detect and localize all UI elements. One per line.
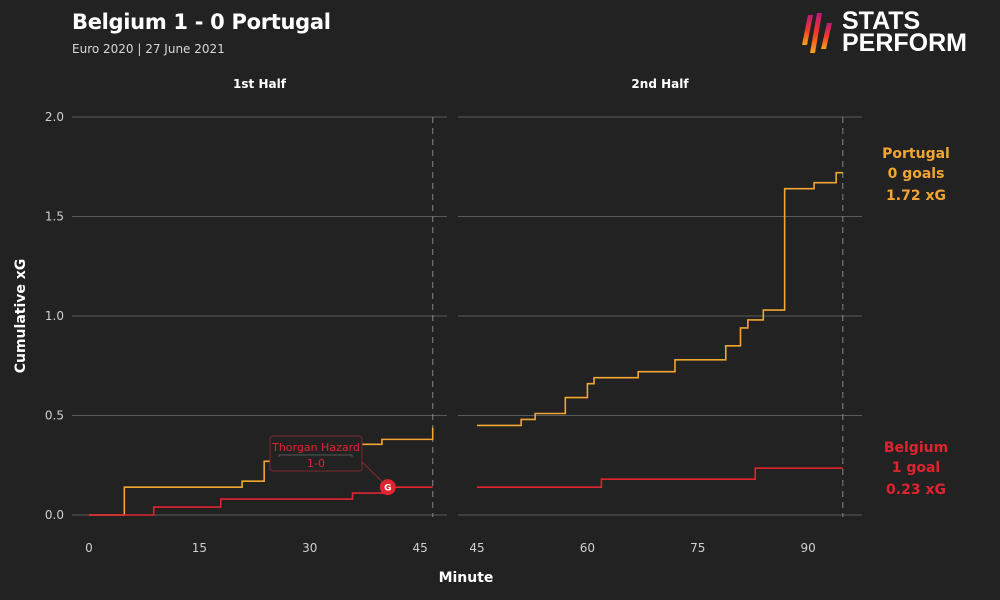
x-tick-label: 45 — [469, 541, 484, 555]
y-tick-label: 0.5 — [45, 409, 64, 423]
team-label-belgium: 1 goal — [892, 460, 941, 476]
x-tick-label: 75 — [690, 541, 705, 555]
team-label-belgium: 0.23 xG — [886, 482, 946, 498]
team-label-portugal: 0 goals — [888, 166, 945, 182]
y-tick-label: 1.0 — [45, 309, 64, 323]
x-tick-label: 90 — [801, 541, 816, 555]
facet-title: 2nd Half — [631, 77, 689, 91]
goal-scorer-label: Thorgan Hazard — [271, 441, 360, 454]
x-tick-label: 15 — [192, 541, 207, 555]
stats-perform-logo: STATS PERFORM — [800, 7, 967, 57]
team-label-belgium: Belgium — [884, 440, 948, 456]
xg-line-belgium — [477, 467, 843, 488]
goal-marker — [379, 479, 396, 496]
chart-title: Belgium 1 - 0 Portugal — [72, 10, 331, 34]
y-tick-label: 2.0 — [45, 110, 64, 124]
x-axis-label: Minute — [439, 570, 494, 586]
facet-title: 1st Half — [233, 77, 287, 91]
xg-line-portugal — [89, 427, 434, 516]
y-tick-label: 1.5 — [45, 210, 64, 224]
x-tick-label: 0 — [85, 541, 93, 555]
xg-line-portugal — [477, 171, 843, 427]
x-tick-label: 30 — [302, 541, 317, 555]
y-tick-label: 0.0 — [45, 508, 64, 522]
x-tick-label: 60 — [580, 541, 595, 555]
y-axis-label: Cumulative xG — [13, 259, 29, 374]
logo-mark-icon — [802, 13, 832, 53]
goal-score-label: 1-0 — [307, 457, 325, 470]
team-label-portugal: Portugal — [882, 146, 950, 162]
x-tick-label: 45 — [413, 541, 428, 555]
team-label-portugal: 1.72 xG — [886, 188, 946, 204]
chart-subtitle: Euro 2020 | 27 June 2021 — [72, 42, 225, 56]
goal-annotation-box — [269, 435, 363, 472]
logo-text: STATS PERFORM — [842, 7, 967, 57]
goal-marker-label: G — [384, 484, 391, 494]
annotation-underline — [278, 454, 353, 457]
